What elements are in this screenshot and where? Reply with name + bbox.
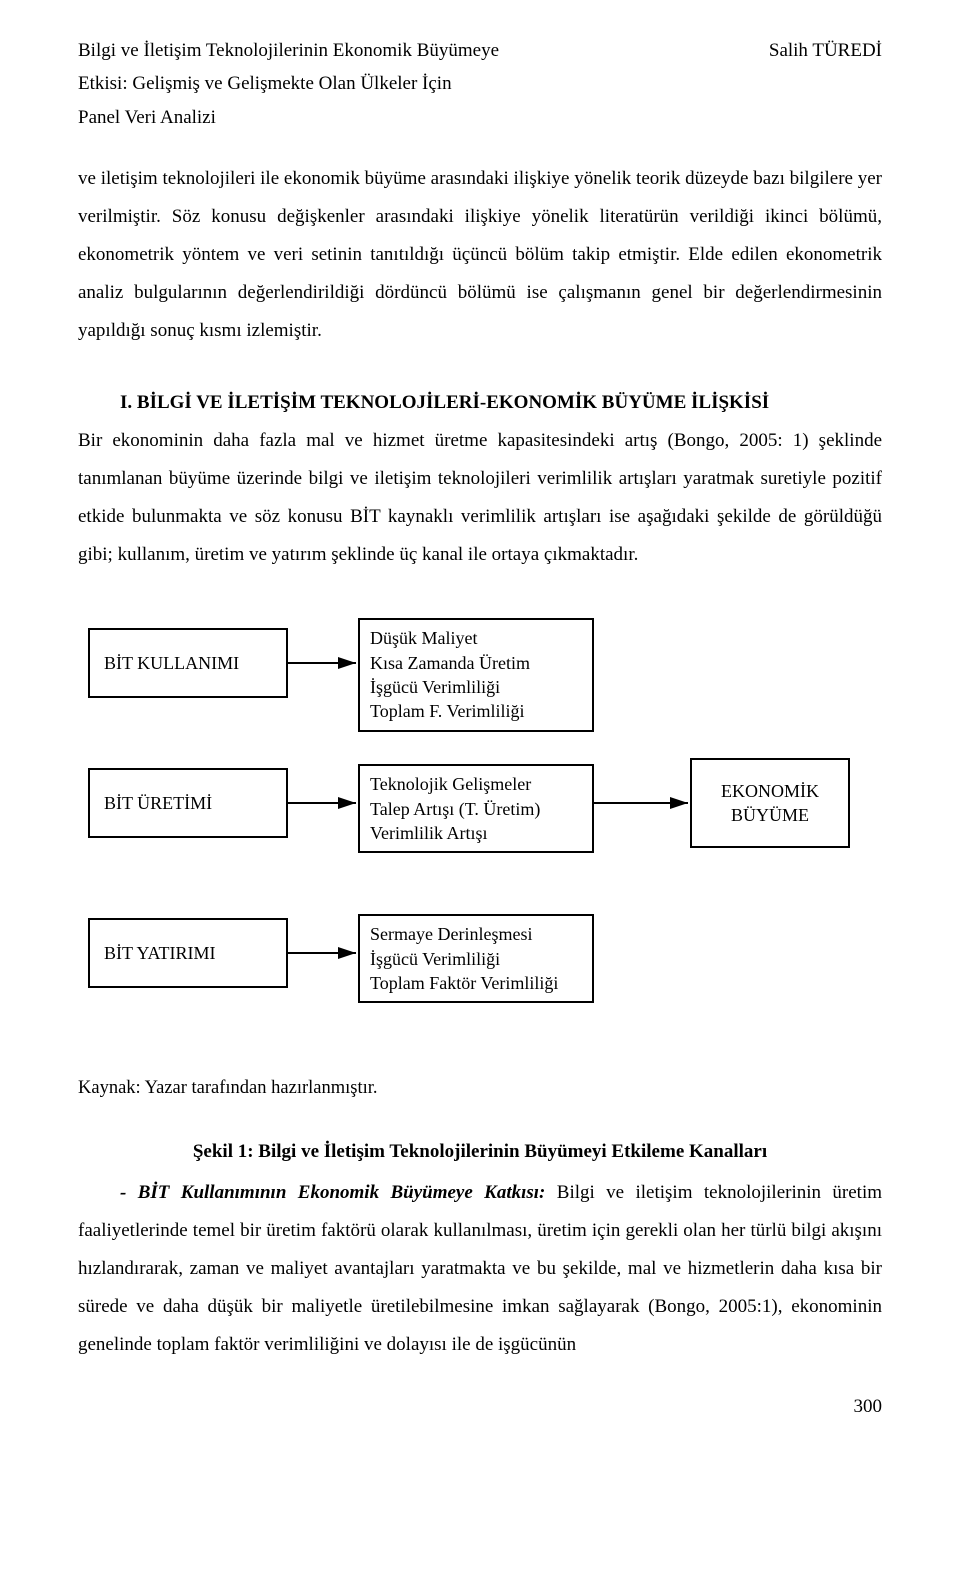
header-title-line3: Panel Veri Analizi: [78, 103, 499, 132]
section-1: I. BİLGİ VE İLETİŞİM TEKNOLOJİLERİ-EKONO…: [78, 384, 882, 574]
figure-caption: Şekil 1: Bilgi ve İletişim Teknolojileri…: [78, 1137, 882, 1166]
header-author: Salih TÜREDİ: [769, 36, 882, 65]
section-paragraph: Bir ekonominin daha fazla mal ve hizmet …: [78, 430, 882, 565]
post-figure-paragraph: - BİT Kullanımının Ekonomik Büyümeye Kat…: [78, 1174, 882, 1364]
header-title-line1: Bilgi ve İletişim Teknolojilerinin Ekono…: [78, 36, 499, 65]
header-title-line2: Etkisi: Gelişmiş ve Gelişmekte Olan Ülke…: [78, 69, 499, 98]
running-header: Bilgi ve İletişim Teknolojilerinin Ekono…: [78, 36, 882, 136]
page-number: 300: [78, 1392, 882, 1421]
diagram-source-note: Kaynak: Yazar tarafından hazırlanmıştır.: [78, 1074, 882, 1103]
flow-diagram: BİT KULLANIMI BİT ÜRETİMİ BİT YATIRIMI D…: [78, 618, 882, 1068]
leadin-label: - BİT Kullanımının Ekonomik Büyümeye Kat…: [120, 1182, 545, 1203]
post-figure-text: Bilgi ve iletişim teknolojilerinin üreti…: [78, 1182, 882, 1355]
section-heading: I. BİLGİ VE İLETİŞİM TEKNOLOJİLERİ-EKONO…: [120, 392, 769, 413]
header-left: Bilgi ve İletişim Teknolojilerinin Ekono…: [78, 36, 499, 136]
diagram-arrows: [78, 618, 878, 1038]
intro-paragraph: ve iletişim teknolojileri ile ekonomik b…: [78, 160, 882, 350]
